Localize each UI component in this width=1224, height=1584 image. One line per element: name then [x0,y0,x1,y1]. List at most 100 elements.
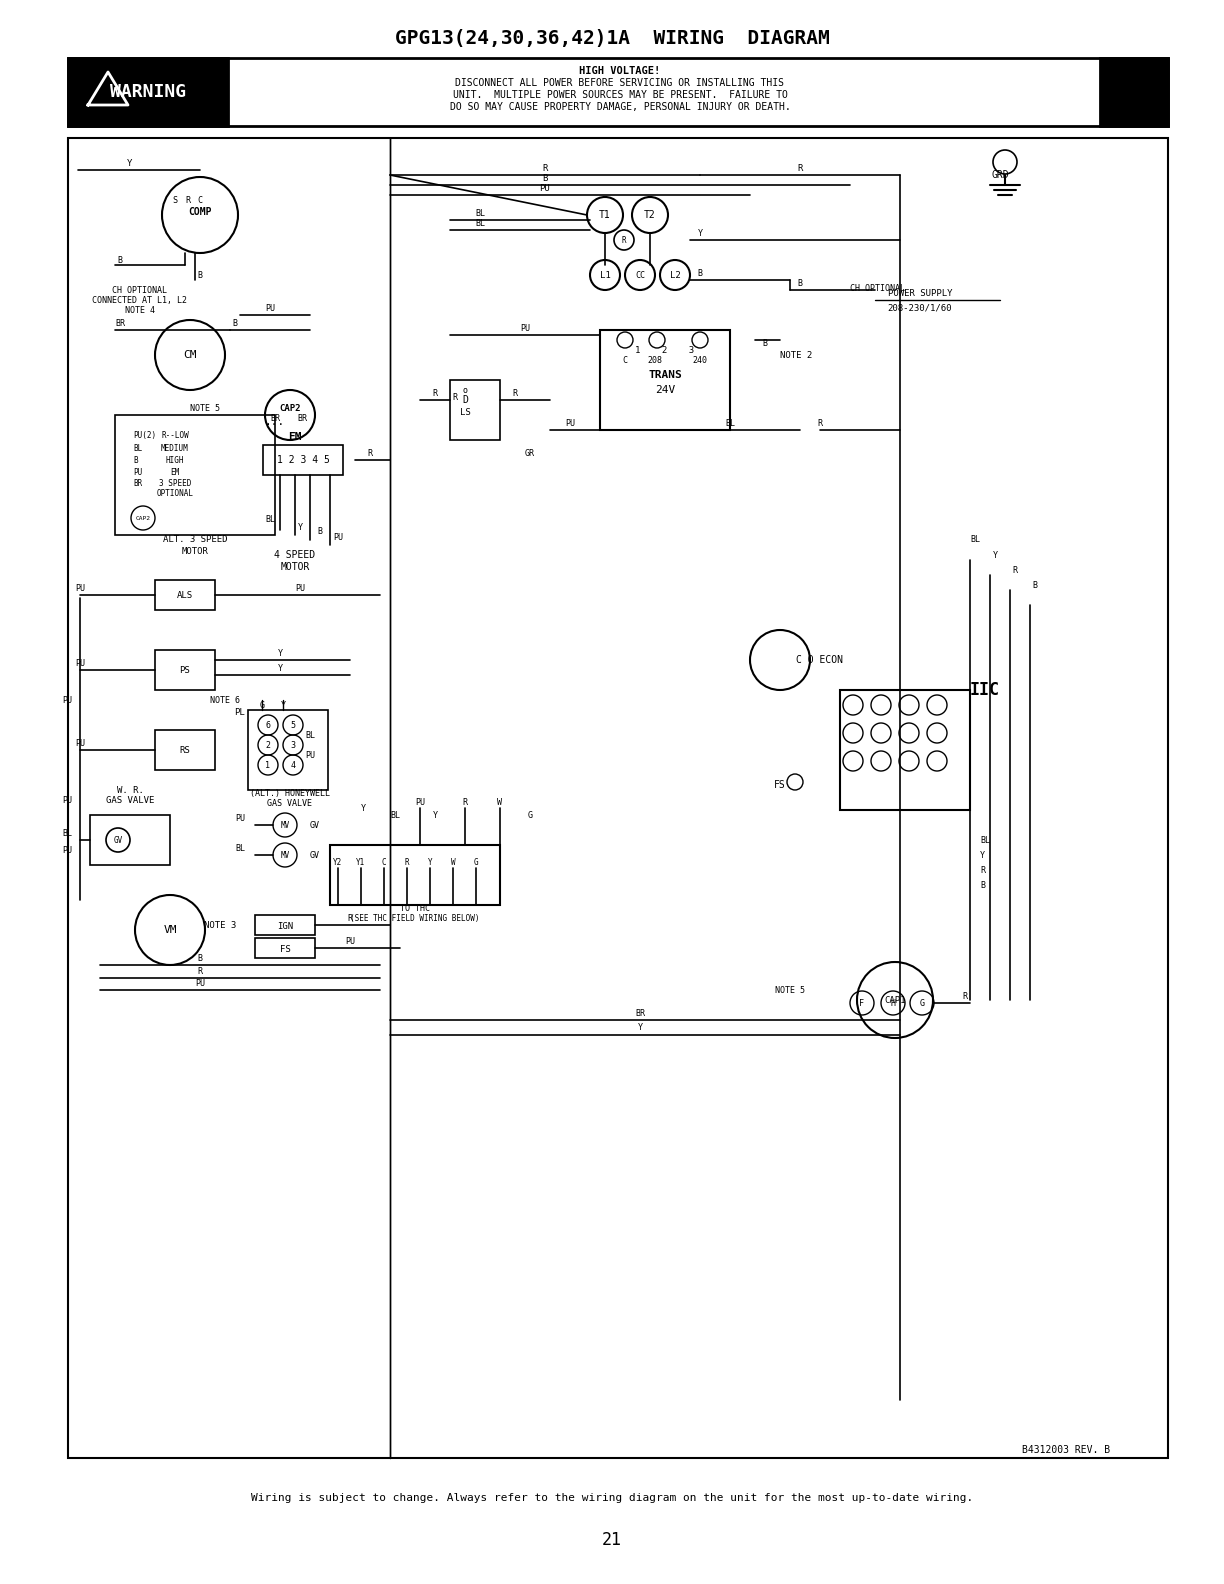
Text: T2: T2 [644,211,656,220]
Text: OPTIONAL: OPTIONAL [157,488,193,497]
Text: BR: BR [133,478,142,488]
Text: R: R [1012,565,1017,575]
Text: Y: Y [278,648,283,657]
Text: BL: BL [235,844,245,852]
Text: HIGH: HIGH [165,456,185,464]
Text: TO THC: TO THC [400,903,430,912]
Text: PU: PU [62,795,72,805]
Text: R: R [432,388,437,398]
Text: C: C [382,857,387,866]
Text: R: R [186,195,191,204]
Text: T1: T1 [599,211,611,220]
Text: R: R [622,236,627,244]
Text: BL: BL [475,219,485,228]
Text: TRANS: TRANS [649,371,682,380]
Text: Wiring is subject to change. Always refer to the wiring diagram on the unit for : Wiring is subject to change. Always refe… [251,1494,973,1503]
Text: PU: PU [266,304,275,312]
Text: BL: BL [305,730,315,740]
Text: Y: Y [127,158,132,168]
Text: R--LOW: R--LOW [162,431,188,439]
Text: ALS: ALS [177,591,193,599]
Text: NOTE 6: NOTE 6 [211,695,240,705]
Text: BL: BL [266,515,275,524]
Text: Y: Y [698,228,703,238]
Text: PU: PU [345,936,355,946]
Text: 208: 208 [647,355,662,364]
Text: 24V: 24V [655,385,676,394]
Text: CH OPTIONAL: CH OPTIONAL [849,284,905,293]
Text: R: R [463,797,468,806]
Text: R: R [980,865,985,874]
Text: G: G [259,700,264,710]
Text: POWER SUPPLY: POWER SUPPLY [887,288,952,298]
Text: PU(2): PU(2) [133,431,157,439]
Text: MOTOR: MOTOR [181,548,208,556]
Text: S: S [173,195,177,204]
Bar [69,59,1168,127]
Text: 6: 6 [266,721,271,730]
Text: Y: Y [297,523,302,532]
Text: B: B [542,174,547,182]
Text: R: R [513,388,518,398]
Text: CONNECTED AT L1, L2: CONNECTED AT L1, L2 [93,296,187,304]
Text: R: R [818,418,823,428]
Text: PU: PU [62,695,72,705]
Text: Y: Y [980,851,985,860]
Text: B: B [980,881,985,890]
Text: F: F [859,998,864,1007]
Text: NOTE 3: NOTE 3 [204,920,236,930]
Text: R: R [962,992,967,1001]
Text: PU: PU [540,184,551,193]
Text: PU: PU [133,467,142,477]
Text: H: H [891,998,896,1007]
Text: CAP1: CAP1 [884,995,906,1004]
Text: BL: BL [980,835,990,844]
Text: PU: PU [62,846,72,854]
Text: PU: PU [333,534,343,542]
Text: BL: BL [133,444,142,453]
Text: B: B [1033,580,1038,589]
Text: BR: BR [115,318,125,328]
Text: B: B [118,255,122,265]
Text: GRD: GRD [991,169,1009,181]
Text: Y1: Y1 [356,857,366,866]
Text: FS: FS [279,944,290,954]
Text: Y: Y [280,700,285,710]
Text: L1: L1 [600,271,611,279]
Text: PU: PU [195,979,204,987]
Text: W. R.: W. R. [116,786,143,795]
Text: HIGH VOLTAGE!: HIGH VOLTAGE! [579,67,661,76]
Text: BR: BR [271,413,280,423]
Text: B: B [233,318,237,328]
Text: B: B [763,339,767,347]
Text: FS: FS [774,779,786,790]
Text: BR: BR [635,1009,645,1017]
Text: B: B [197,271,202,279]
Text: (ALT.) HONEYWELL: (ALT.) HONEYWELL [250,789,330,797]
Text: PL: PL [235,708,245,716]
Text: Y: Y [278,664,283,673]
Text: D: D [463,394,468,406]
Text: Y2: Y2 [333,857,343,866]
Text: B: B [798,279,803,288]
Text: PU: PU [235,814,245,822]
Text: RS: RS [180,746,191,754]
Bar [600,329,730,429]
Text: B: B [197,954,202,963]
Text: 5: 5 [290,721,295,730]
Text: Y: Y [361,803,366,813]
Text: PU: PU [520,323,530,333]
Text: GAS VALVE: GAS VALVE [268,798,312,808]
Text: BL: BL [725,418,734,428]
Text: R: R [348,914,353,922]
Text: EM: EM [170,467,180,477]
Text: W: W [450,857,455,866]
Text: IGN: IGN [277,922,293,930]
Text: !: ! [104,89,113,101]
Bar [330,844,499,904]
Text: BL: BL [62,828,72,838]
Text: R: R [542,163,547,173]
Text: PU: PU [565,418,575,428]
Text: (SEE THC FIELD WIRING BELOW): (SEE THC FIELD WIRING BELOW) [350,914,480,922]
Text: ...: ... [264,417,285,428]
